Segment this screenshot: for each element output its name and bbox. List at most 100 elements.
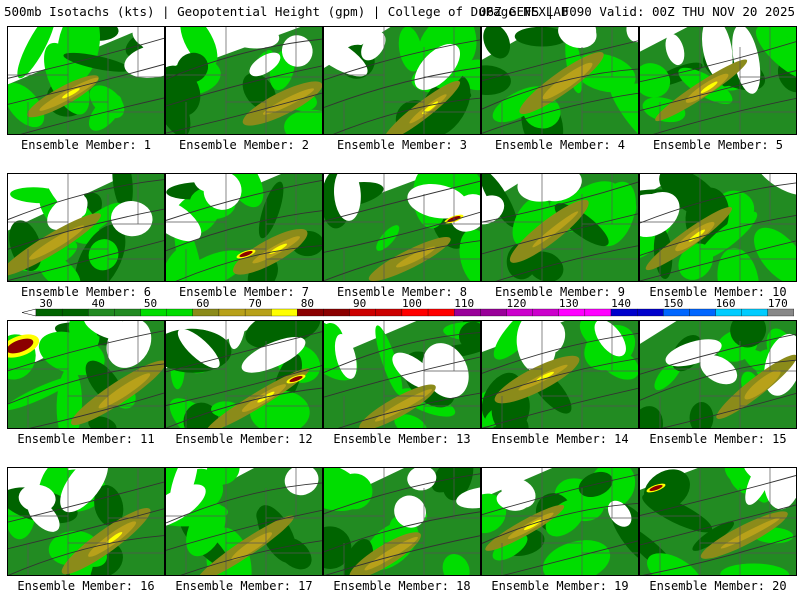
wind-contour-blob xyxy=(640,406,663,428)
panel-map-16 xyxy=(8,468,164,575)
height-contour xyxy=(324,211,480,253)
height-contour xyxy=(8,208,164,250)
height-contour xyxy=(166,331,322,373)
wind-contour-blob xyxy=(258,181,284,239)
panel-label: Ensemble Member: 17 xyxy=(175,579,313,593)
height-contour xyxy=(166,482,322,524)
calm-area xyxy=(756,174,796,196)
state-borders xyxy=(8,174,164,281)
wind-contour-blob xyxy=(514,27,568,47)
ensemble-panel-18 xyxy=(323,467,481,576)
panel-label: Ensemble Member: 2 xyxy=(178,138,310,152)
height-contour xyxy=(166,387,322,428)
colorbar-segment xyxy=(663,308,690,317)
colorbar-segment xyxy=(271,308,298,317)
height-contour xyxy=(29,392,164,428)
panel-label: Ensemble Member: 5 xyxy=(652,138,784,152)
calm-area xyxy=(407,468,437,491)
jet-core-65kt xyxy=(396,246,436,268)
colorbar-tick-label: 30 xyxy=(39,297,52,310)
height-contour xyxy=(482,92,638,134)
jet-core-65kt xyxy=(542,62,593,100)
height-contour xyxy=(640,333,796,375)
ensemble-panel-17 xyxy=(165,467,323,576)
height-contour xyxy=(640,182,796,224)
calm-area xyxy=(166,197,202,242)
colorbar-tick-label: 60 xyxy=(196,297,209,310)
colorbar-tick-label: 40 xyxy=(92,297,105,310)
ensemble-panel-11 xyxy=(7,320,165,429)
height-contour xyxy=(8,63,164,105)
colorbar-tick-label: 130 xyxy=(559,297,579,310)
panel-map-5 xyxy=(640,27,796,134)
calm-area xyxy=(640,192,680,238)
ensemble-panel-10 xyxy=(639,173,797,282)
colorbar-segment xyxy=(558,308,586,317)
calm-area xyxy=(665,33,685,66)
state-borders xyxy=(166,468,322,575)
map-header: 500mb Isotachs (kts) | Geopotential Heig… xyxy=(4,3,799,21)
ensemble-panel-9 xyxy=(481,173,639,282)
height-contour xyxy=(8,363,164,405)
ensemble-panel-5 xyxy=(639,26,797,135)
height-contour xyxy=(324,535,480,575)
jet-core-65kt xyxy=(744,370,781,400)
panel-map-4 xyxy=(482,27,638,134)
colorbar-low-arrow xyxy=(21,308,37,317)
wind-contour-blob xyxy=(642,493,713,533)
wind-contour-blob xyxy=(94,485,124,527)
calm-area xyxy=(414,43,461,91)
wind-contour-blob xyxy=(717,247,760,281)
panel-map-20 xyxy=(640,468,796,575)
state-borders xyxy=(324,321,480,428)
ensemble-panel-2 xyxy=(165,26,323,135)
panel-label: Ensemble Member: 20 xyxy=(649,579,787,593)
height-contour xyxy=(640,504,796,546)
calm-area xyxy=(124,44,164,78)
wind-contour-blob xyxy=(442,554,470,575)
height-contour xyxy=(482,213,638,255)
jet-core-65kt xyxy=(262,88,315,115)
wind-contour-blob xyxy=(8,376,76,411)
state-borders xyxy=(324,468,480,575)
colorbar-tick-label: 70 xyxy=(248,297,261,310)
colorbar-segment xyxy=(767,308,794,317)
wind-contour-blob xyxy=(284,109,322,134)
colorbar-tick-label: 150 xyxy=(663,297,683,310)
wind-contour-blob xyxy=(166,65,201,117)
jet-core-70kt xyxy=(700,81,718,94)
calm-area xyxy=(482,195,505,225)
panel-map-3 xyxy=(324,27,480,134)
height-contour xyxy=(8,240,164,281)
ensemble-panel-20 xyxy=(639,467,797,576)
jet-max-80kt xyxy=(289,375,303,383)
jet-max-80kt xyxy=(649,484,663,492)
panel-map-13 xyxy=(324,321,480,428)
panel-label: Ensemble Member: 15 xyxy=(649,432,787,446)
panel-label: Ensemble Member: 19 xyxy=(491,579,629,593)
state-borders xyxy=(324,27,480,134)
colorbar-tick-label: 120 xyxy=(507,297,527,310)
panel-map-12 xyxy=(166,321,322,428)
calm-area xyxy=(60,468,109,513)
height-contour xyxy=(337,392,480,428)
jet-core-65kt xyxy=(231,532,273,561)
calm-area xyxy=(456,487,480,509)
colorbar-tick-label: 140 xyxy=(611,297,631,310)
panel-map-2 xyxy=(166,27,322,134)
wind-contour-blob xyxy=(375,325,403,396)
calm-area xyxy=(407,183,468,219)
wind-contour-blob xyxy=(398,27,423,72)
colorbar-segment xyxy=(401,308,429,317)
colorbar-segment xyxy=(454,308,481,317)
calm-area xyxy=(361,31,386,61)
calm-area xyxy=(763,468,796,510)
wind-contour-blob xyxy=(730,321,767,348)
panel-label: Ensemble Member: 16 xyxy=(17,579,155,593)
height-contour xyxy=(20,97,164,134)
height-contour xyxy=(653,97,796,134)
panel-map-14 xyxy=(482,321,638,428)
jet-core-70kt xyxy=(536,371,554,382)
calm-area xyxy=(249,52,281,77)
height-contour xyxy=(166,179,322,221)
